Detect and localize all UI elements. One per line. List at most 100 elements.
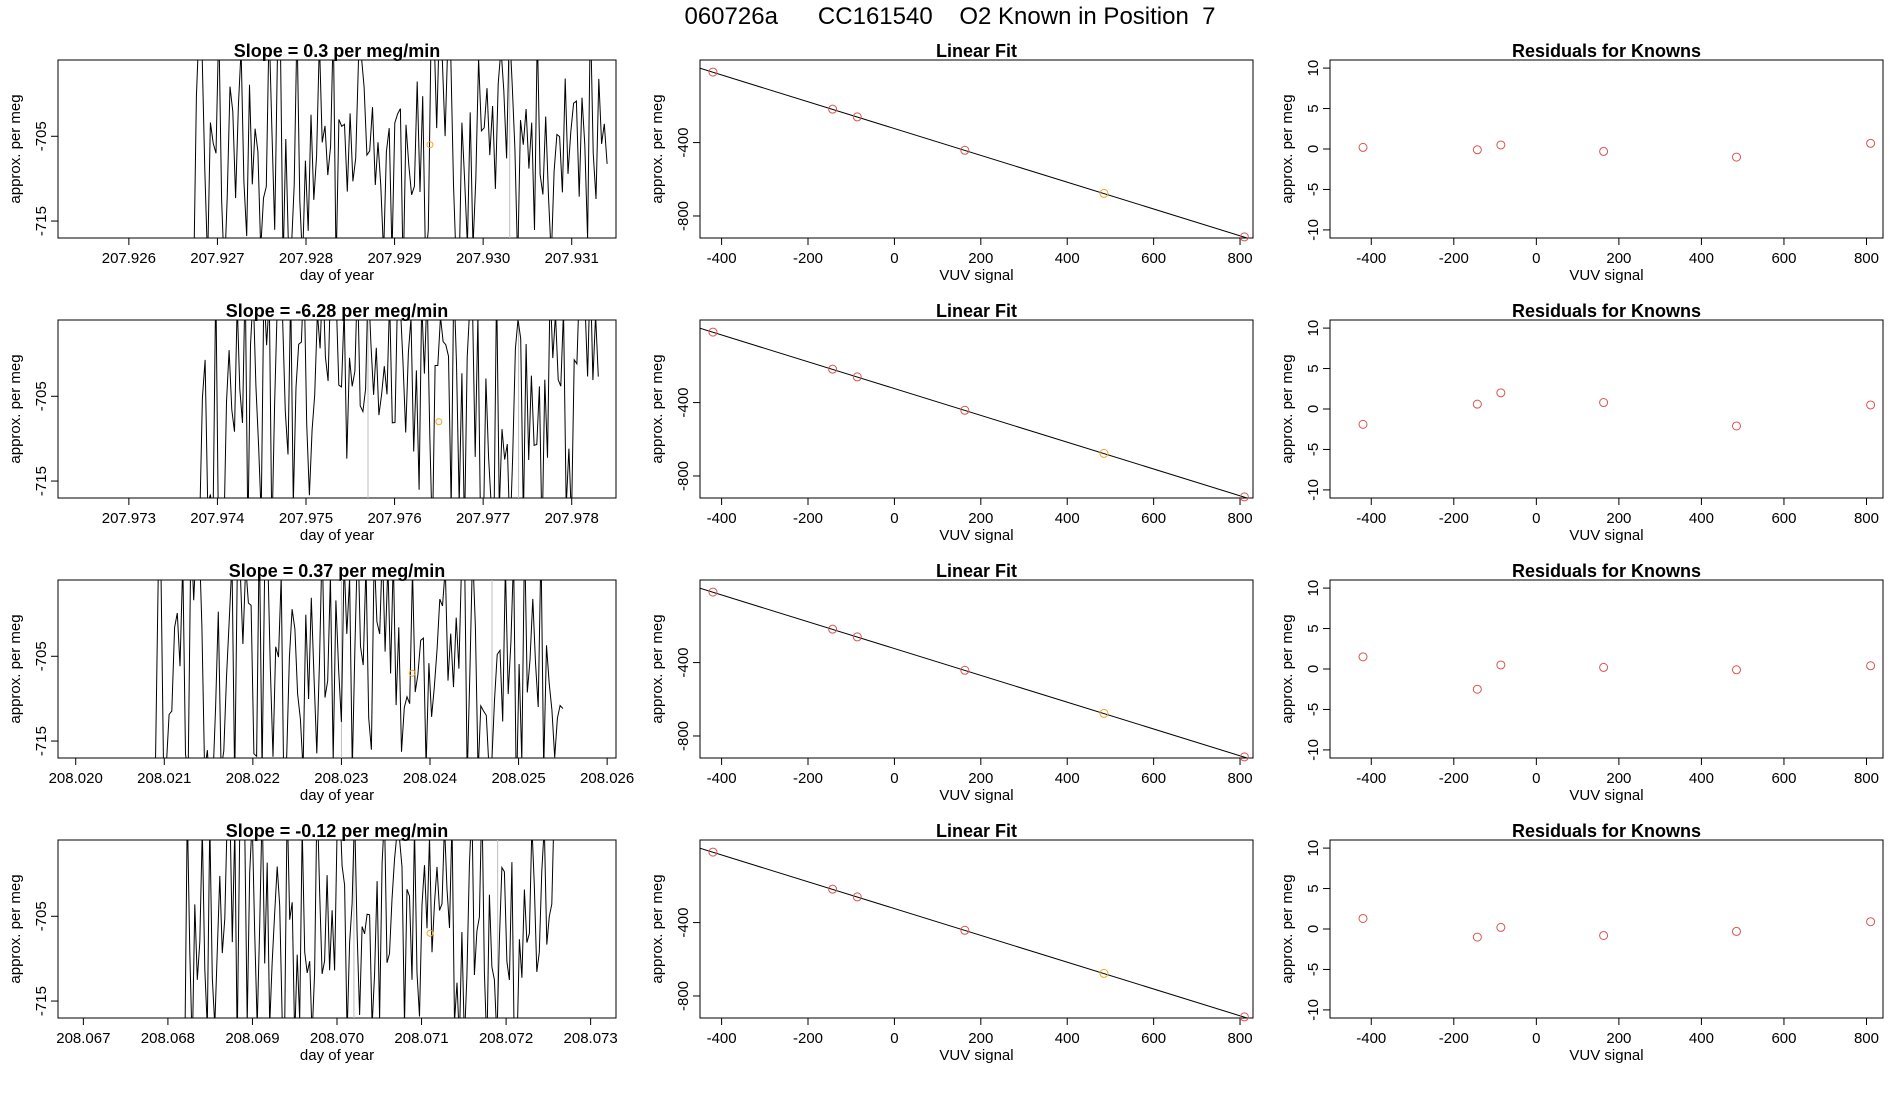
r3-resid-residual-point: [1731, 665, 1741, 675]
r2-series-xtick-label: 207.978: [545, 510, 599, 527]
r4-series-xtick-label: 208.073: [564, 1030, 618, 1047]
r3-series-xtick-label: 208.025: [491, 770, 545, 787]
r4-series-highlight-point: [426, 929, 434, 937]
r4-resid-xlabel: VUV signal: [1569, 1047, 1643, 1064]
r1-resid-xtick-label: 0: [1532, 250, 1540, 267]
r4-resid-residual-point: [1731, 926, 1741, 936]
r4-fit-xtick-label: 0: [890, 1030, 898, 1047]
r1-resid-residual-point: [1599, 146, 1609, 156]
r1-resid-ytick-label: -10: [1305, 219, 1322, 241]
r1-resid-title: Residuals for Knowns: [1512, 41, 1701, 61]
r4-resid-residual-point: [1599, 930, 1609, 940]
r1-resid-xtick-label: 600: [1771, 250, 1796, 267]
r1-series-highlight-point: [426, 141, 434, 149]
r2-fit-data-point: [708, 327, 718, 337]
r3-resid-xlabel: VUV signal: [1569, 787, 1643, 804]
r3-resid-residual-point: [1496, 660, 1506, 670]
r1-series-xtick-label: 207.928: [279, 250, 333, 267]
r4-resid-xtick-label: 400: [1689, 1030, 1714, 1047]
r2-resid-title: Residuals for Knowns: [1512, 301, 1701, 321]
r2-resid-residual-point: [1496, 388, 1506, 398]
r4-fit-data-point: [852, 892, 862, 902]
r4-resid-ytick-label: 5: [1305, 884, 1322, 892]
r3-series-ylabel: approx. per meg: [7, 614, 24, 723]
r3-resid-xtick-label: 800: [1854, 770, 1879, 787]
r3-fit-data-point: [828, 624, 838, 634]
figure-title: 060726a CC161540 O2 Known in Position 7: [684, 3, 1216, 30]
r4-resid-ytick-label: 0: [1305, 925, 1322, 933]
r1-fit-ytick-label: -400: [675, 128, 692, 158]
r4-series-xlabel: day of year: [300, 1047, 374, 1064]
r3-series-highlight-point: [408, 669, 416, 677]
r3-fit-ytick-label: -800: [675, 721, 692, 751]
r4-fit-xtick-label: 800: [1228, 1030, 1253, 1047]
r1-series-xtick-label: 207.926: [102, 250, 156, 267]
r3-resid-xtick-label: 600: [1771, 770, 1796, 787]
r3-series-xtick-label: 208.023: [314, 770, 368, 787]
r1-fit-xtick-label: 400: [1055, 250, 1080, 267]
r2-resid-residual-point: [1731, 421, 1741, 431]
r1-resid-ytick-label: 10: [1305, 60, 1322, 77]
r3-fit-fit-line: [700, 587, 1249, 758]
r3-resid-ytick-label: -5: [1305, 703, 1322, 716]
r3-fit-title: Linear Fit: [936, 561, 1017, 581]
r3-series-xtick-label: 208.021: [137, 770, 191, 787]
r4-fit-ylabel: approx. per meg: [649, 874, 666, 983]
r2-resid-residual-point: [1866, 400, 1876, 410]
r2-resid-xtick-label: -400: [1356, 510, 1386, 527]
r3-resid-xtick-label: -200: [1439, 770, 1469, 787]
r2-fit-xtick-label: 800: [1228, 510, 1253, 527]
r3-resid-residual-point: [1472, 684, 1482, 694]
r1-fit-title: Linear Fit: [936, 41, 1017, 61]
r1-resid-residual-point: [1472, 145, 1482, 155]
r2-resid-xtick-label: 200: [1606, 510, 1631, 527]
r2-resid-residual-point: [1472, 399, 1482, 409]
r4-fit-xlabel: VUV signal: [939, 1047, 1013, 1064]
r4-fit-xtick-label: -400: [707, 1030, 737, 1047]
r1-resid-frame: [1329, 59, 1884, 239]
r1-fit-xtick-label: -200: [793, 250, 823, 267]
r3-resid-residual-point: [1599, 662, 1609, 672]
r1-series-ytick-label: -715: [33, 206, 50, 236]
r1-fit-data-point: [1239, 232, 1249, 242]
r1-fit-xtick-label: -400: [707, 250, 737, 267]
r1-series-title: Slope = 0.3 per meg/min: [234, 41, 441, 61]
r2-fit-xtick-label: 400: [1055, 510, 1080, 527]
r2-fit-xtick-label: -400: [707, 510, 737, 527]
r4-series-ylabel: approx. per meg: [7, 874, 24, 983]
r2-resid-xtick-label: 0: [1532, 510, 1540, 527]
r2-fit-title: Linear Fit: [936, 301, 1017, 321]
r2-resid-xtick-label: 600: [1771, 510, 1796, 527]
r2-resid-ytick-label: 0: [1305, 405, 1322, 413]
r4-resid-xtick-label: -400: [1356, 1030, 1386, 1047]
r4-resid-ytick-label: -10: [1305, 999, 1322, 1021]
r2-resid-ytick-label: -10: [1305, 479, 1322, 501]
r1-resid-residual-point: [1496, 140, 1506, 150]
r4-fit-xtick-label: 600: [1141, 1030, 1166, 1047]
r3-resid-residual-point: [1866, 661, 1876, 671]
r3-resid-xtick-label: 0: [1532, 770, 1540, 787]
r3-resid-ytick-label: 0: [1305, 665, 1322, 673]
r2-series-xtick-label: 207.976: [367, 510, 421, 527]
r1-series-xlabel: day of year: [300, 267, 374, 284]
r2-fit-data-point: [1239, 492, 1249, 502]
r4-fit-xtick-label: -200: [793, 1030, 823, 1047]
r4-resid-residual-point: [1866, 917, 1876, 927]
r2-fit-data-point: [1099, 448, 1109, 458]
r1-fit-xtick-label: 0: [890, 250, 898, 267]
r4-series-xtick-label: 208.068: [141, 1030, 195, 1047]
r1-fit-ylabel: approx. per meg: [649, 94, 666, 203]
r3-series-xtick-label: 208.020: [49, 770, 103, 787]
r4-resid-xtick-label: 800: [1854, 1030, 1879, 1047]
r4-fit-title: Linear Fit: [936, 821, 1017, 841]
r4-resid-xtick-label: 600: [1771, 1030, 1796, 1047]
r3-fit-xtick-label: -400: [707, 770, 737, 787]
r1-resid-ylabel: approx. per meg: [1279, 94, 1296, 203]
r1-resid-ytick-label: 0: [1305, 145, 1322, 153]
r3-resid-title: Residuals for Knowns: [1512, 561, 1701, 581]
r4-fit-data-point: [1239, 1012, 1249, 1022]
r1-resid-xtick-label: 200: [1606, 250, 1631, 267]
r1-resid-residual-point: [1358, 142, 1368, 152]
r2-resid-xtick-label: 800: [1854, 510, 1879, 527]
r4-series-xtick-label: 208.072: [479, 1030, 533, 1047]
